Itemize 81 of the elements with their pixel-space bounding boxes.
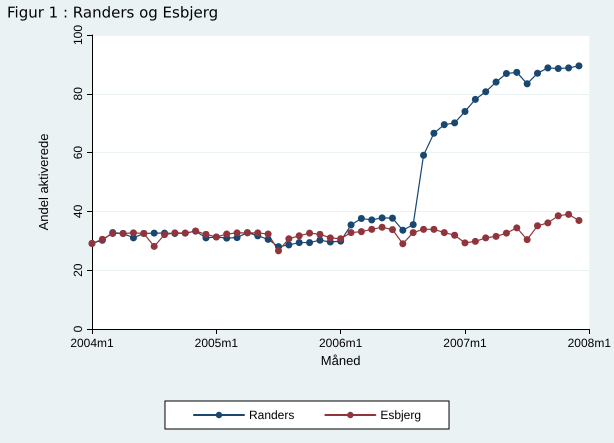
point: [440, 121, 448, 128]
point: [326, 234, 334, 242]
point: [565, 210, 572, 218]
x-axis-title: Måned: [320, 352, 361, 368]
point: [285, 235, 292, 242]
point: [420, 152, 428, 159]
x-tick-label: 2006m1: [318, 336, 363, 350]
point: [502, 230, 510, 237]
x-tick-label: 2004m1: [70, 336, 114, 350]
legend-label: Esbjerg: [380, 408, 422, 422]
point: [368, 216, 376, 224]
point: [461, 108, 468, 115]
point: [358, 214, 365, 222]
point: [524, 236, 531, 244]
point: [234, 229, 241, 236]
point: [399, 226, 406, 234]
x-tick-label: 2008m1: [568, 336, 612, 350]
point: [492, 232, 500, 240]
point: [316, 230, 324, 238]
point: [368, 226, 376, 233]
point: [223, 230, 230, 238]
point: [202, 230, 210, 238]
point: [264, 230, 272, 238]
point: [378, 214, 386, 222]
point: [410, 221, 417, 228]
point: [513, 224, 520, 232]
point: [316, 236, 324, 244]
point: [306, 230, 314, 237]
point: [472, 96, 479, 103]
point: [388, 226, 396, 234]
point: [482, 234, 490, 242]
point: [554, 212, 562, 220]
point: [254, 229, 262, 236]
point: [430, 130, 438, 137]
point: [388, 214, 396, 222]
y-tick-label: 40: [71, 204, 85, 218]
point: [472, 238, 479, 245]
y-tick-label: 0: [71, 325, 85, 332]
point: [337, 235, 344, 242]
point: [378, 224, 386, 231]
y-tick-label: 60: [71, 146, 85, 160]
point: [502, 70, 510, 78]
legend-label: Randers: [248, 408, 294, 422]
point: [544, 64, 552, 72]
point: [348, 221, 355, 228]
point: [410, 229, 417, 236]
chart-title: Figur 1 : Randers og Esbjerg: [7, 4, 218, 22]
point: [150, 242, 158, 250]
point: [482, 88, 490, 96]
point: [565, 64, 572, 72]
point: [534, 222, 542, 230]
point: [575, 62, 582, 70]
point: [130, 229, 137, 236]
point: [150, 230, 158, 237]
y-axis-title: Andel aktiverede: [36, 134, 51, 230]
x-tick-label: 2007m1: [443, 336, 487, 350]
y-tick-label: 80: [71, 86, 85, 100]
point: [306, 239, 314, 246]
point: [513, 68, 520, 76]
point: [275, 247, 282, 254]
point: [296, 232, 303, 240]
y-tick-label: 100: [71, 24, 85, 46]
point: [461, 239, 468, 246]
point: [554, 65, 562, 72]
x-tick-label: 2005m1: [194, 336, 238, 350]
point: [451, 119, 458, 126]
point: [534, 70, 542, 77]
point: [348, 229, 355, 236]
point: [575, 217, 582, 224]
point: [524, 80, 531, 88]
point: [399, 240, 406, 248]
point: [430, 226, 438, 233]
point: [440, 229, 448, 236]
point: [544, 219, 552, 226]
point: [420, 226, 428, 233]
point: [492, 78, 500, 86]
point: [285, 241, 292, 248]
point: [358, 228, 365, 236]
y-tick-label: 20: [71, 263, 85, 277]
point: [296, 239, 303, 246]
point: [451, 232, 458, 239]
